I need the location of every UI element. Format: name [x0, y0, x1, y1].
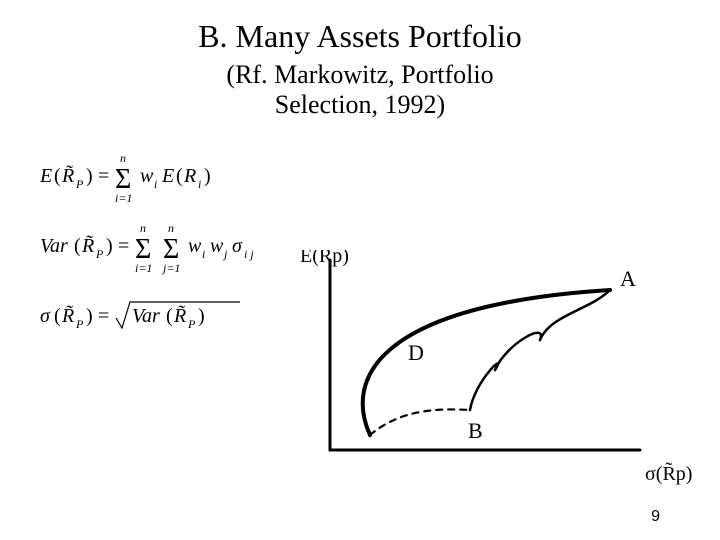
svg-text:P: P	[187, 317, 196, 331]
svg-text:i: i	[198, 177, 201, 191]
label-B: B	[468, 418, 483, 443]
svg-text:n: n	[168, 221, 174, 235]
svg-text:i j: i j	[244, 247, 254, 261]
svg-text:(: (	[74, 235, 81, 257]
x-axis-label: σ(R̃p)	[645, 461, 692, 485]
svg-text:R̃: R̃	[61, 304, 74, 327]
svg-text:): )	[86, 165, 93, 187]
svg-text:): )	[198, 305, 205, 327]
svg-text:P: P	[75, 177, 84, 191]
subtitle-line-1: (Rf. Markowitz, Portfolio	[226, 60, 493, 89]
svg-text:E: E	[161, 165, 174, 187]
sum1-lower: i=1	[115, 191, 132, 205]
svg-text:w: w	[188, 235, 202, 257]
page-title: B. Many Assets Portfolio	[0, 18, 720, 55]
svg-text:): )	[204, 165, 211, 187]
interior-curve-3	[470, 364, 498, 410]
svg-text:j=1: j=1	[161, 261, 180, 275]
y-axis-label: E(R̃p)	[300, 250, 349, 267]
svg-text:(: (	[54, 165, 61, 187]
dashed-curve	[370, 409, 470, 435]
svg-text:P: P	[95, 247, 104, 261]
svg-text:P: P	[75, 317, 84, 331]
svg-text:Var: Var	[132, 305, 160, 327]
svg-text:R̃: R̃	[61, 164, 74, 187]
svg-text:=: =	[118, 235, 129, 257]
label-A: A	[620, 266, 636, 291]
svg-text:=: =	[98, 165, 109, 187]
svg-text:w: w	[140, 165, 154, 187]
efficient-frontier-diagram: E(R̃p) σ(R̃p) A B D	[290, 250, 690, 510]
svg-text:R̃: R̃	[81, 234, 94, 257]
svg-text:i=1: i=1	[135, 261, 152, 275]
svg-text:Var: Var	[40, 235, 68, 257]
label-D: D	[408, 340, 424, 365]
subtitle: (Rf. Markowitz, Portfolio Selection, 199…	[0, 60, 720, 120]
svg-text:E: E	[40, 165, 52, 187]
svg-text:i: i	[202, 247, 205, 261]
svg-text:R: R	[183, 165, 196, 187]
svg-text:(: (	[176, 165, 183, 187]
svg-text:w: w	[210, 235, 224, 257]
interior-curve-2	[495, 333, 541, 370]
svg-text:(: (	[54, 305, 61, 327]
svg-text:): )	[86, 305, 93, 327]
sum1-upper: n	[120, 151, 126, 165]
page-number: 9	[651, 508, 660, 526]
subtitle-line-2: Selection, 1992)	[275, 90, 445, 119]
svg-text:i: i	[154, 177, 157, 191]
svg-text:σ: σ	[40, 305, 51, 327]
svg-text:(: (	[166, 305, 173, 327]
svg-text:=: =	[98, 305, 109, 327]
svg-text:R̃: R̃	[173, 304, 186, 327]
svg-text:n: n	[140, 221, 146, 235]
svg-text:σ: σ	[232, 235, 243, 257]
svg-text:): )	[106, 235, 113, 257]
axes	[330, 260, 640, 450]
